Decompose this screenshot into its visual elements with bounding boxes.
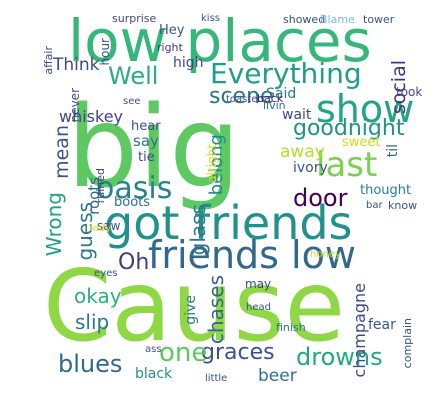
word-wrong: Wrong [44,192,64,256]
word-oh: Oh [118,252,149,274]
word-may: may [245,278,271,290]
word-surprise: surprise [112,13,156,24]
word-finish: finish [276,322,306,333]
word-bar: bar [366,201,383,211]
word-well: Well [108,64,158,88]
word-see: see [123,97,141,107]
word-hear: hear [131,120,161,133]
word-think: Think [53,57,100,74]
word-mean: mean [53,125,72,179]
word-took: took [396,86,422,98]
word-tie: tie [138,151,155,164]
word-never: never [69,88,81,122]
word-showed: showed [283,14,325,25]
word-affair: affair [43,46,54,75]
word-say: say [133,134,159,149]
word-ivory: ivory [293,161,328,175]
word-graces: graces [201,342,275,364]
word-eyes: eyes [94,269,117,279]
word-fear: fear [368,318,396,332]
word-kiss: kiss [201,14,220,24]
word-one: one [159,340,207,366]
word-right: right [157,42,183,53]
word-boots: boots [114,196,150,209]
word-sweet: sweet [342,136,381,149]
word-black: black [135,367,172,381]
word-away: away [280,144,325,161]
word-door: door [293,186,347,210]
word-drowns: drowns [296,345,383,369]
word-champagne: champagne [352,283,368,377]
word-chases: chases [206,275,226,344]
word-lady: lady [90,224,111,234]
word-okay: okay [74,286,122,306]
word-blame: Blame [320,14,355,25]
word-thought: thought [360,184,411,197]
word-glass: glass [188,204,208,255]
word-hour: hour [99,38,111,66]
word-complain: complain [402,318,413,368]
word-honey: honey [310,250,341,260]
word-livin: livin [263,100,286,111]
word-give: give [184,295,198,325]
word-tower: tower [363,14,394,25]
word-slip: slip [75,312,109,332]
word-hey: Hey [159,24,184,37]
word-know: know [388,200,417,211]
word-head: head [246,303,271,313]
word-beer: beer [258,368,297,385]
word-blues: blues [58,352,122,376]
word-high: high [173,56,204,70]
word-little: little [205,374,227,384]
word-til: til [386,144,400,157]
word-alright: alright [206,144,218,183]
word-wait: wait [282,108,311,122]
word-ass: ass [145,345,162,355]
word-ruined: ruined [95,168,106,203]
